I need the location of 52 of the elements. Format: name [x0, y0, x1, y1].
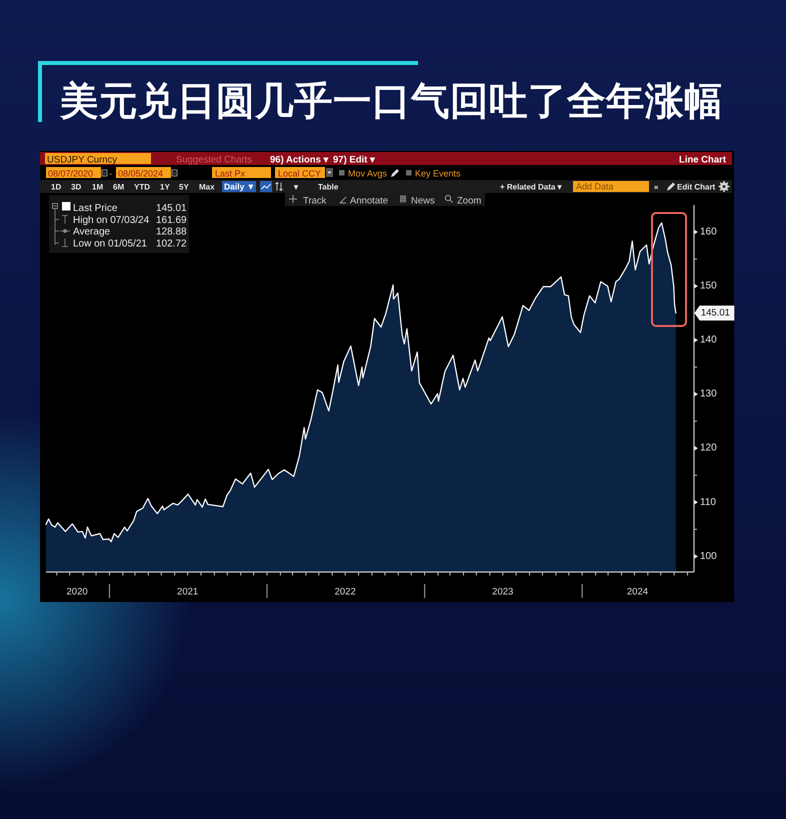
annotation: Low on 01/05/21 — [73, 238, 148, 250]
text: « — [654, 182, 659, 192]
x-tick-label: 2020 — [66, 586, 88, 598]
text: - — [109, 168, 112, 178]
text: Table — [318, 182, 339, 192]
y-tick-label: 110 — [700, 496, 716, 508]
text: 3D — [71, 182, 82, 192]
chart-title: 美元兑日圆几乎一口气回吐了全年涨幅 — [59, 79, 723, 124]
text: 08/05/2024 — [118, 168, 164, 178]
annotation: 161.69 — [156, 215, 188, 226]
text: 1Y — [160, 182, 170, 192]
text: 96) Actions ▾ — [270, 154, 330, 166]
text: Add Data — [576, 182, 614, 192]
annotation: 128.88 — [156, 226, 188, 238]
annotation: 145.01 — [700, 308, 730, 319]
text: 1D — [51, 182, 62, 192]
text: Local CCY — [278, 168, 322, 178]
text: + Related Data ▾ — [500, 182, 563, 192]
y-tick-label: 140 — [700, 334, 718, 346]
y-tick-label: 130 — [700, 388, 718, 400]
text: USDJPY Curncy — [47, 154, 118, 166]
text: Mov Avgs — [348, 168, 388, 178]
x-tick-label: 2021 — [177, 586, 198, 598]
text: Last Px — [215, 168, 246, 178]
text: Suggested Charts — [176, 154, 252, 166]
text: 5Y — [179, 182, 190, 192]
text: 08/07/2020 — [48, 168, 94, 178]
annotation: Zoom — [457, 196, 482, 206]
x-tick-label: 2023 — [492, 586, 514, 598]
legend-label: Last Price — [73, 203, 118, 214]
y-tick-label: 120 — [700, 442, 718, 454]
text: 6M — [113, 182, 124, 192]
annotation: Annotate — [350, 196, 388, 206]
annotation: 102.72 — [156, 238, 188, 250]
y-tick-label: 160 — [700, 226, 718, 238]
annotation: High on 07/03/24 — [73, 215, 150, 226]
annotation: Track — [303, 196, 327, 206]
x-tick-label: 2022 — [334, 586, 356, 598]
text: YTD — [134, 182, 150, 192]
text: Edit Chart — [677, 182, 716, 192]
annotation: Average — [73, 226, 111, 238]
text: 97) Edit ▾ — [333, 154, 376, 166]
text: 1M — [92, 182, 104, 192]
annotation: 145.01 — [156, 203, 188, 214]
annotation: News — [411, 196, 436, 206]
text: ▾ — [293, 182, 299, 192]
y-tick-label: 100 — [700, 550, 718, 562]
text: Line Chart — [679, 154, 727, 166]
y-tick-label: 150 — [700, 280, 718, 292]
text: Key Events — [415, 168, 462, 178]
x-tick-label: 2024 — [626, 586, 648, 598]
text: Max — [199, 182, 216, 192]
